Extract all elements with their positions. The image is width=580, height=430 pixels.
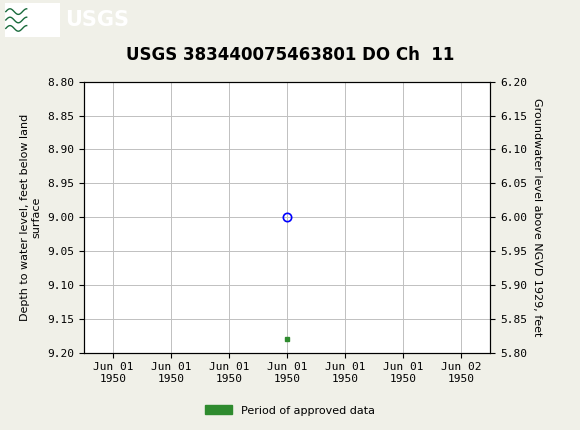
Y-axis label: Groundwater level above NGVD 1929, feet: Groundwater level above NGVD 1929, feet [532,98,542,336]
Y-axis label: Depth to water level, feet below land
surface: Depth to water level, feet below land su… [20,114,42,321]
Bar [5,3,60,37]
Text: USGS 383440075463801 DO Ch  11: USGS 383440075463801 DO Ch 11 [126,46,454,64]
Legend: Period of approved data: Period of approved data [200,401,380,420]
Text: USGS: USGS [66,10,129,30]
